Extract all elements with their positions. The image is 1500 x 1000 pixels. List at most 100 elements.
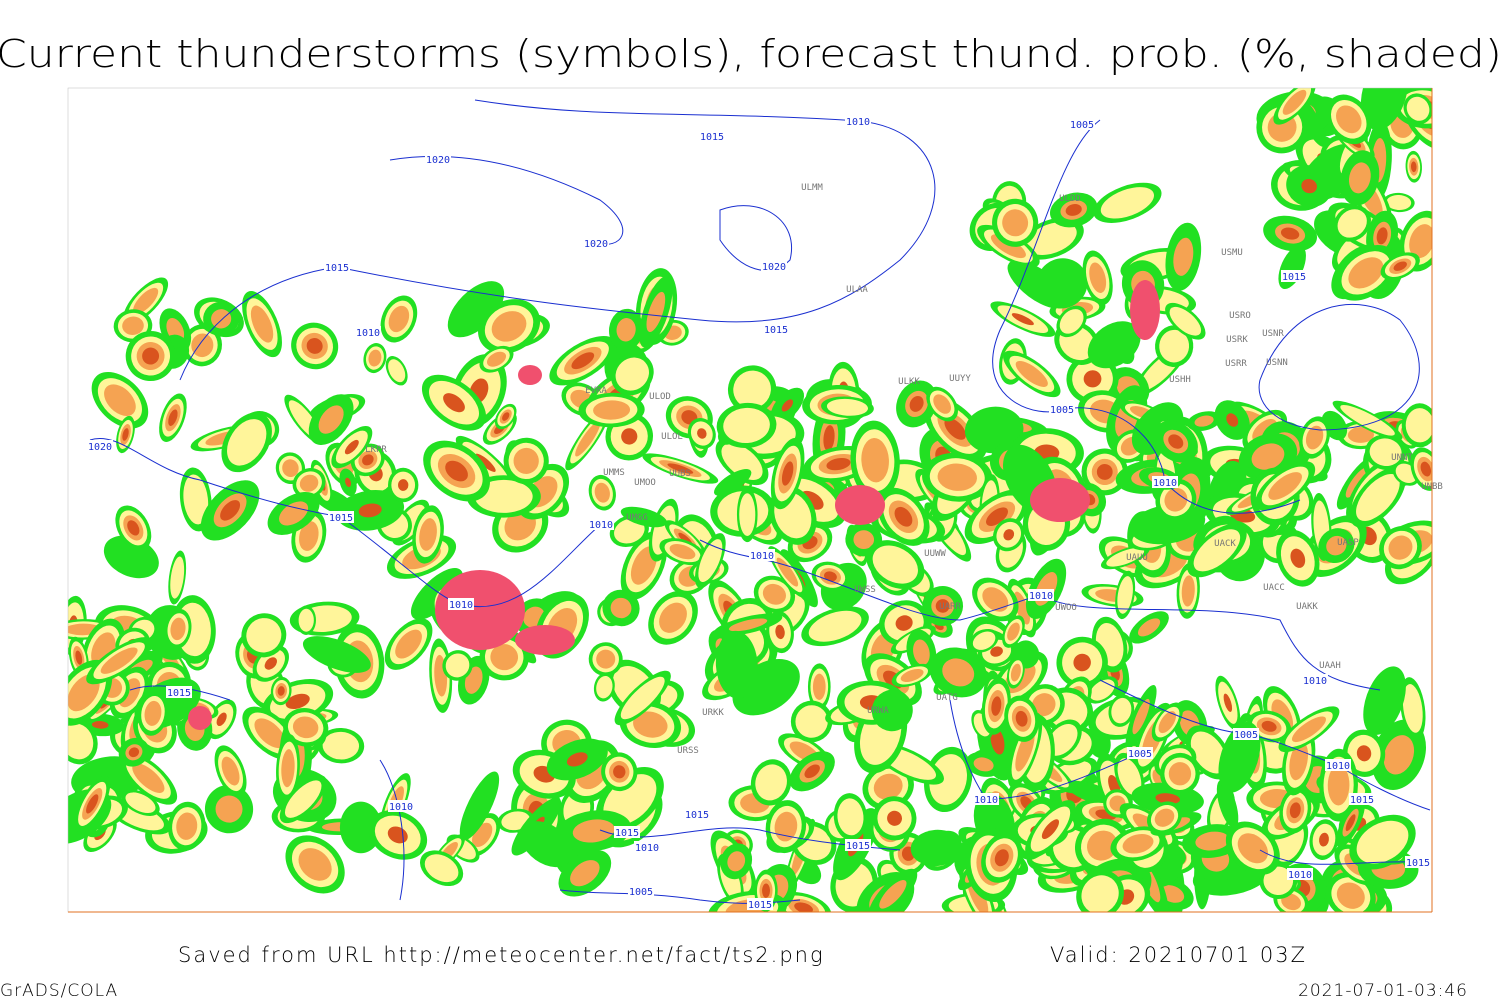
timestamp: 2021-07-01-03:46 [1298, 981, 1468, 1000]
shade [1280, 227, 1300, 240]
shade [937, 463, 977, 491]
shade [1326, 535, 1347, 556]
shade [826, 457, 851, 471]
station-code: USHH [1169, 375, 1191, 385]
shade [86, 794, 99, 814]
shade [306, 338, 323, 354]
shade [1168, 434, 1184, 449]
shade [895, 615, 913, 631]
shade [1386, 195, 1412, 211]
shade [1376, 227, 1388, 245]
shade [1356, 820, 1409, 864]
shade [1122, 834, 1154, 854]
shade [395, 629, 422, 659]
isobar-label: 1010 [846, 117, 870, 128]
station-code: UAAH [1319, 661, 1341, 671]
isobar-label-bg [448, 598, 474, 610]
shade [1106, 547, 1145, 567]
shade [358, 503, 382, 518]
shade [808, 610, 862, 642]
shade [1356, 745, 1372, 762]
shade [1173, 237, 1194, 276]
shade [781, 399, 794, 412]
shade [596, 649, 616, 669]
shade [861, 438, 889, 483]
shade [1013, 591, 1030, 625]
shade [388, 359, 406, 383]
probability-shading [68, 88, 1432, 912]
isobar-label: 1015 [615, 828, 639, 839]
shade [1181, 575, 1195, 607]
shade [1083, 370, 1102, 388]
shade [1089, 262, 1107, 293]
shade [1194, 415, 1214, 427]
shade [475, 453, 496, 472]
shade [75, 650, 83, 665]
isobar-label: 1015 [1282, 272, 1306, 283]
shade [1096, 463, 1113, 480]
isobar-label: 1010 [389, 802, 413, 813]
shade [298, 848, 332, 881]
shade [1036, 258, 1088, 309]
shade [615, 357, 649, 391]
shade [279, 501, 309, 526]
isobar-label: 1015 [167, 688, 191, 699]
thunder-symbols [835, 485, 885, 525]
station-code: URSS [677, 746, 699, 756]
shade [281, 749, 295, 788]
shade [221, 756, 240, 786]
shade [227, 419, 267, 466]
shade [1168, 762, 1192, 786]
shade [1409, 224, 1432, 259]
shade [122, 316, 144, 335]
shade [1002, 209, 1029, 237]
shade [122, 428, 129, 441]
isobar-label: 1010 [974, 795, 998, 806]
shade [502, 412, 510, 421]
shade [972, 631, 996, 650]
shade [572, 819, 615, 843]
shade [1011, 313, 1034, 326]
shade [1388, 535, 1413, 560]
shade [1336, 882, 1365, 909]
isobar-label-bg [328, 511, 354, 523]
shade [1154, 808, 1175, 827]
shade [614, 518, 645, 544]
shade [774, 811, 798, 842]
isobar-label-bg [1281, 270, 1307, 282]
shade [593, 400, 631, 420]
shade [894, 506, 913, 527]
isobar-label-bg [684, 808, 710, 820]
shade [1190, 731, 1227, 774]
shade [1406, 96, 1430, 121]
shade [887, 810, 902, 826]
shade [1155, 793, 1181, 805]
shade [490, 644, 519, 671]
thunder-symbols [435, 570, 525, 650]
shade [570, 860, 600, 887]
station-code: UUBS [669, 469, 691, 479]
station-code: UATG [936, 693, 958, 703]
isobar-label-bg [87, 440, 113, 452]
shade [910, 829, 963, 867]
shade [990, 646, 1003, 657]
shade [68, 723, 94, 760]
shade [575, 421, 601, 457]
station-code: UAKK [1296, 602, 1318, 612]
shade [491, 311, 527, 342]
shade [104, 384, 136, 416]
station-code: USNN [1266, 358, 1288, 368]
isobar-label: 1010 [635, 843, 659, 854]
shade [1216, 780, 1239, 829]
shade [445, 460, 468, 482]
source-note: Saved from URL http://meteocenter.net/fa… [178, 943, 825, 967]
isobar-label: 1015 [764, 325, 788, 336]
shade [1319, 832, 1329, 847]
station-code: ULOL [661, 432, 683, 442]
shade [264, 657, 277, 670]
shade [132, 763, 165, 793]
station-code: UACC [1263, 583, 1285, 593]
shade [991, 696, 1002, 716]
shade [144, 700, 162, 726]
shade [1169, 306, 1202, 336]
